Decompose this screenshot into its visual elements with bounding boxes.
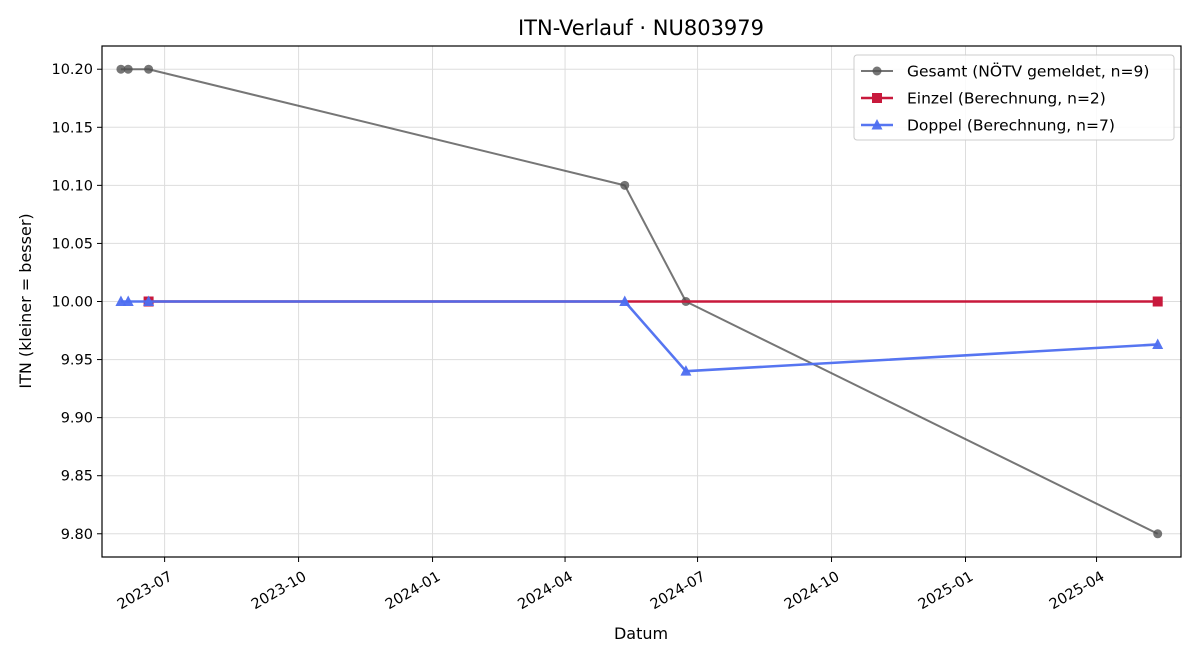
legend-swatch-marker: [872, 93, 882, 103]
y-tick-label: 9.95: [61, 353, 93, 369]
legend-label: Einzel (Berechnung, n=2): [907, 90, 1106, 108]
y-tick-label: 10.05: [51, 236, 93, 252]
data-point-gesamt: [116, 64, 126, 74]
data-point-gesamt: [144, 64, 154, 74]
y-tick-label: 9.80: [61, 527, 93, 543]
legend-label: Doppel (Berechnung, n=7): [907, 117, 1115, 135]
y-tick-label: 10.00: [51, 295, 93, 311]
data-point-gesamt: [620, 180, 630, 190]
series-layer: [115, 64, 1164, 539]
y-tick-label: 9.85: [61, 469, 93, 485]
data-point-gesamt: [1153, 529, 1163, 539]
y-axis-label: ITN (kleiner = besser): [16, 213, 35, 388]
y-axis-ticks: 10.20 10.15 10.10 10.05 10.00 9.95 9.90 9.85 9.8…: [51, 62, 102, 543]
legend-item-einzel: Einzel (Berechnung, n=2): [861, 90, 1106, 108]
data-point-doppel: [115, 295, 127, 306]
legend-item-doppel: Doppel (Berechnung, n=7): [861, 117, 1115, 135]
data-point-doppel: [143, 295, 155, 306]
y-tick-label: 10.10: [51, 178, 93, 194]
y-tick-label: 9.90: [61, 411, 93, 427]
legend-item-gesamt: Gesamt (NÖTV gemeldet, n=9): [861, 62, 1149, 81]
y-tick-label: 10.20: [51, 62, 93, 78]
x-axis-label: Datum: [614, 624, 668, 643]
series-gesamt: [116, 64, 1163, 539]
data-point-gesamt: [123, 64, 133, 74]
data-point-doppel: [122, 295, 134, 306]
data-point-einzel: [1152, 296, 1163, 307]
data-point-doppel: [1152, 338, 1164, 349]
legend-label: Gesamt (NÖTV gemeldet, n=9): [907, 62, 1149, 81]
legend-swatch-marker: [871, 119, 883, 130]
legend-box: [853, 54, 1175, 141]
y-tick-label: 10.15: [51, 120, 93, 136]
legend: Gesamt (NÖTV gemeldet, n=9) Einzel (Berec…: [853, 54, 1175, 141]
data-point-doppel: [680, 365, 692, 376]
series-doppel: [115, 295, 1164, 376]
data-point-doppel: [619, 295, 631, 306]
chart-title: ITN-Verlauf · NU803979: [518, 16, 764, 40]
legend-swatch-marker: [872, 66, 882, 76]
